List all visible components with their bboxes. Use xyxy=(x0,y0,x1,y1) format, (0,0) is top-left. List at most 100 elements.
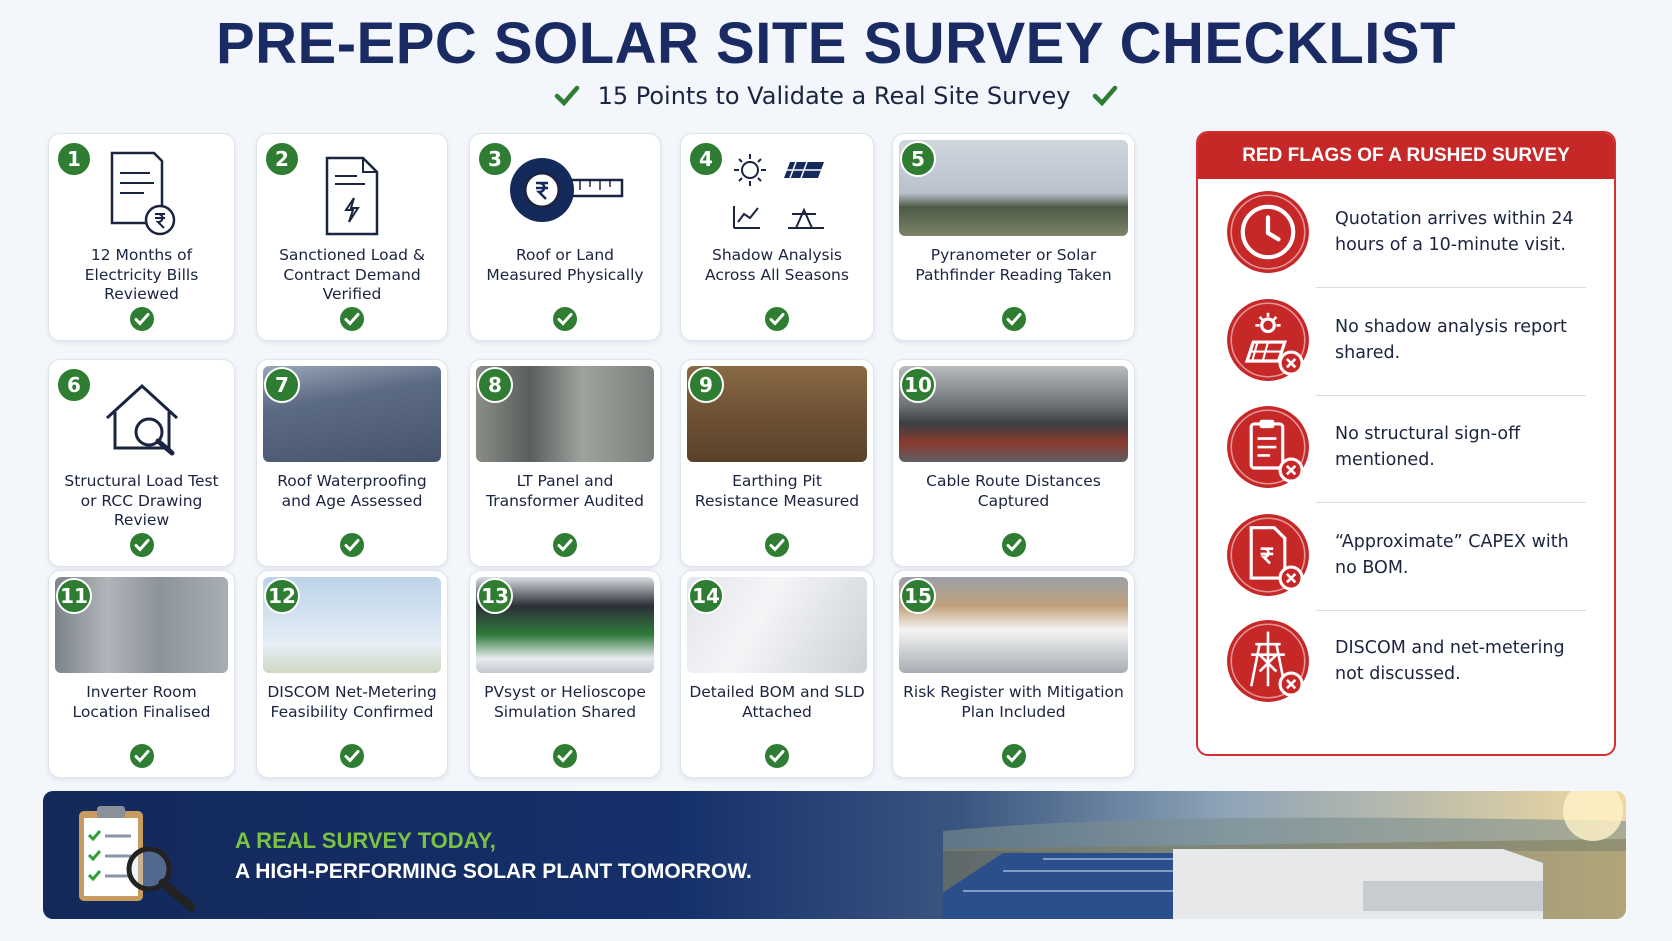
icon xyxy=(1227,620,1309,702)
flag-icon xyxy=(1226,190,1310,274)
icon xyxy=(510,158,624,222)
red-flags-title: RED FLAGS OF A RUSHED SURVEY xyxy=(1198,133,1614,179)
icon-part xyxy=(535,181,548,200)
item-number: 13 xyxy=(477,578,513,614)
check-mark xyxy=(129,306,155,332)
flag-icon xyxy=(1226,619,1310,703)
icon xyxy=(105,383,178,456)
icon xyxy=(1227,514,1309,596)
icon-part xyxy=(134,750,149,763)
icon-part xyxy=(1363,881,1543,911)
item-label: Detailed BOM and SLD Attached xyxy=(689,683,865,721)
check-mark xyxy=(1001,743,1027,769)
check-mark xyxy=(339,532,365,558)
icon xyxy=(340,744,364,768)
item-number: 12 xyxy=(264,578,300,614)
icon-part xyxy=(1249,631,1287,687)
icon-part xyxy=(741,161,759,179)
icon xyxy=(733,154,824,229)
flag-text: No structural sign-off mentioned. xyxy=(1335,424,1521,470)
check-mark xyxy=(552,532,578,558)
icon-part xyxy=(1006,750,1021,763)
item-number: 4 xyxy=(688,141,724,177)
icon-part xyxy=(158,878,196,911)
flag-icon xyxy=(1226,405,1310,489)
icon-part xyxy=(105,834,131,878)
banner-line1: A REAL SURVEY TODAY, xyxy=(235,828,496,853)
check-stroke xyxy=(1093,85,1118,107)
item-label: Earthing Pit Resistance Measured xyxy=(694,472,860,510)
item-label: LT Panel and Transformer Audited xyxy=(486,472,644,510)
icon-part xyxy=(144,204,175,236)
item-label: Shadow Analysis Across All Seasons xyxy=(705,246,849,284)
flag-separator xyxy=(1316,610,1586,611)
item-number: 8 xyxy=(477,367,513,403)
icon-part xyxy=(557,750,573,763)
card-icon xyxy=(500,148,630,238)
icon-part xyxy=(134,539,149,552)
flag-text: DISCOM and net-metering not discussed. xyxy=(1335,638,1565,684)
icon xyxy=(1001,307,1026,331)
check-mark xyxy=(129,743,155,769)
check-mark xyxy=(552,306,578,332)
flag-icon xyxy=(1226,513,1310,597)
item-number: 11 xyxy=(56,578,92,614)
item-label: Structural Load Test or RCC Drawing Revi… xyxy=(64,472,219,529)
icon-part xyxy=(734,154,766,186)
checklist-card: 14 Detailed BOM and SLD Attached xyxy=(680,570,874,778)
item-label: Roof Waterproofing and Age Assessed xyxy=(277,472,427,510)
check-stroke xyxy=(554,85,579,107)
icon xyxy=(1227,406,1309,488)
flag-separator xyxy=(1316,287,1586,288)
icon-part xyxy=(557,313,573,326)
card-icon xyxy=(77,148,207,238)
icon-part xyxy=(1285,357,1297,369)
card-photo xyxy=(899,366,1128,462)
item-number: 2 xyxy=(264,141,300,177)
checklist-card: 1 12 Months of Electricity Bills Reviewed xyxy=(48,133,235,341)
icon xyxy=(325,156,379,236)
icon-part xyxy=(134,313,149,326)
item-label: DISCOM Net-Metering Feasibility Confirme… xyxy=(267,683,437,721)
item-label: 12 Months of Electricity Bills Reviewed xyxy=(84,246,199,303)
item-label: Sanctioned Load & Contract Demand Verifi… xyxy=(279,246,425,303)
checklist-card: 9 Earthing Pit Resistance Measured xyxy=(680,359,874,567)
item-number: 1 xyxy=(56,141,92,177)
icon-part xyxy=(769,313,785,326)
icon xyxy=(553,307,577,331)
check-icon xyxy=(554,85,579,107)
flag-separator xyxy=(1316,502,1586,503)
icon xyxy=(553,744,577,768)
item-label: Risk Register with Mitigation Plan Inclu… xyxy=(903,683,1124,721)
item-label: Roof or Land Measured Physically xyxy=(486,246,644,284)
icon-part xyxy=(1260,547,1274,565)
icon-part xyxy=(344,539,360,552)
icon-part xyxy=(119,172,154,194)
checklist-card: 2 Sanctioned Load & Contract Demand Verif… xyxy=(256,133,448,341)
checklist-card: 12 DISCOM Net-Metering Feasibility Confir… xyxy=(256,570,448,778)
checklist-card: 3 Roof or Land Measured Physically xyxy=(469,133,661,341)
checklist-card: 13 PVsyst or Helioscope Simulation Shared xyxy=(469,570,661,778)
icon xyxy=(340,307,364,331)
icon-part xyxy=(769,750,785,763)
icon-part xyxy=(788,207,824,229)
icon-part xyxy=(769,539,785,552)
icon-part xyxy=(154,213,165,229)
flag-icon xyxy=(1226,298,1310,382)
icon xyxy=(340,533,364,557)
icon-part xyxy=(134,417,163,447)
icon-part xyxy=(87,830,102,882)
item-number: 9 xyxy=(688,367,724,403)
icon-part xyxy=(97,806,125,818)
icon-part xyxy=(105,383,178,450)
icon-part xyxy=(344,750,360,763)
check-mark xyxy=(339,743,365,769)
icon xyxy=(129,307,154,331)
icon xyxy=(765,307,789,331)
icon-part xyxy=(1240,204,1296,260)
icon xyxy=(1227,299,1309,381)
icon-part xyxy=(1260,317,1276,334)
card-photo xyxy=(899,140,1128,236)
icon-part xyxy=(1006,313,1021,326)
